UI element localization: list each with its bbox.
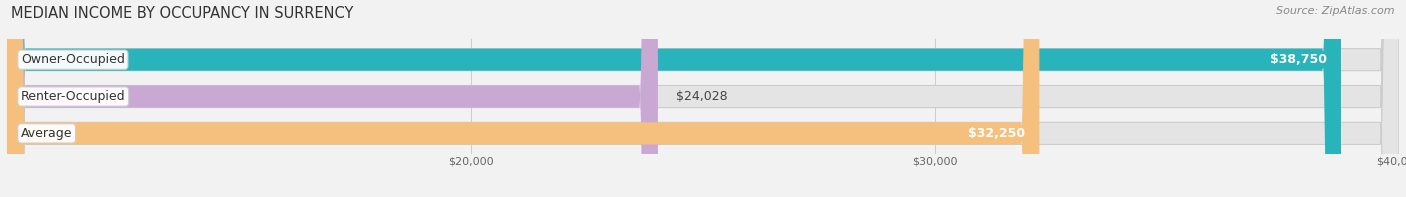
Text: $32,250: $32,250	[969, 127, 1025, 140]
Text: Renter-Occupied: Renter-Occupied	[21, 90, 125, 103]
FancyBboxPatch shape	[7, 0, 1341, 197]
Text: Average: Average	[21, 127, 73, 140]
FancyBboxPatch shape	[7, 0, 1399, 197]
Text: MEDIAN INCOME BY OCCUPANCY IN SURRENCY: MEDIAN INCOME BY OCCUPANCY IN SURRENCY	[11, 6, 354, 21]
FancyBboxPatch shape	[7, 0, 1399, 197]
Text: Owner-Occupied: Owner-Occupied	[21, 53, 125, 66]
FancyBboxPatch shape	[7, 0, 1039, 197]
Text: Source: ZipAtlas.com: Source: ZipAtlas.com	[1277, 6, 1395, 16]
FancyBboxPatch shape	[7, 0, 658, 197]
Text: $38,750: $38,750	[1270, 53, 1327, 66]
Text: $24,028: $24,028	[676, 90, 728, 103]
FancyBboxPatch shape	[7, 0, 1399, 197]
